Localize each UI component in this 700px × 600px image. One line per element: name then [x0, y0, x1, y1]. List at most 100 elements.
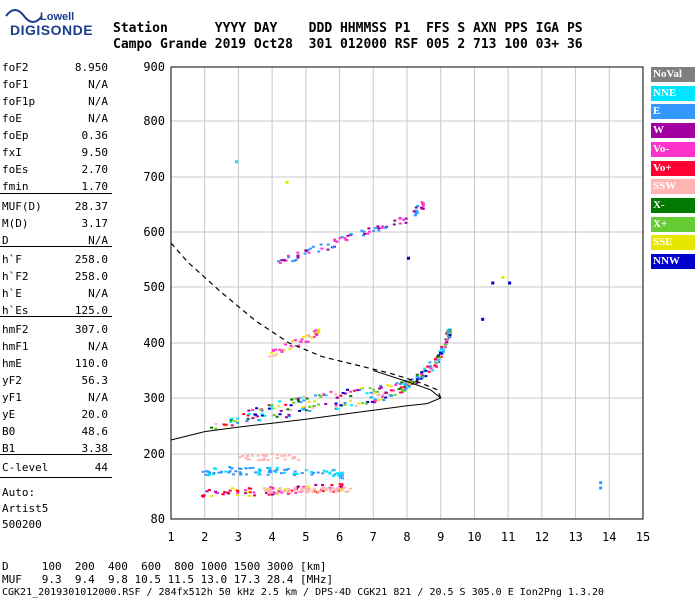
trace-dot: [271, 487, 275, 490]
trace-dot: [338, 237, 342, 240]
trace-dot: [283, 471, 287, 474]
trace-dot: [366, 401, 370, 404]
ssw-dot: [284, 490, 288, 493]
isolated-dot: [285, 180, 289, 184]
trace-dot: [316, 471, 320, 474]
param-value-6: 2.70: [81, 163, 109, 176]
trace-dot: [317, 394, 321, 397]
ssw-dot: [283, 454, 287, 457]
trace-dot: [436, 358, 440, 361]
trace-dot: [448, 331, 452, 334]
ssw-dot: [276, 453, 280, 456]
trace-dot: [400, 381, 404, 384]
y-tick-label: 700: [143, 170, 165, 184]
trace-dot: [338, 474, 342, 477]
trace-dot: [360, 386, 364, 389]
trace-dot: [254, 471, 258, 474]
trace-dot: [275, 353, 279, 356]
trace-dot: [334, 404, 338, 407]
trace-dot: [287, 256, 291, 259]
ssw-dot: [246, 454, 250, 457]
trace-dot: [280, 350, 284, 353]
trace-dot: [286, 492, 290, 495]
trace-dot: [339, 394, 343, 397]
trace-dot: [289, 345, 293, 348]
param-label-9: M(D): [2, 217, 29, 230]
trace-dot: [304, 250, 308, 253]
trace-dot: [413, 214, 417, 217]
trace-dot: [307, 400, 311, 403]
param-label-10: D: [2, 234, 9, 247]
trace-dot: [421, 202, 425, 205]
trace-dot: [213, 467, 217, 470]
trace-dot: [234, 488, 238, 491]
trace-dot: [439, 351, 443, 354]
trace-dot: [300, 408, 304, 411]
trace-dot: [330, 484, 334, 487]
trace-dot: [345, 388, 349, 391]
trace-dot: [321, 483, 325, 486]
trace-dot: [431, 369, 435, 372]
trace-dot: [293, 470, 297, 473]
trace-dot: [367, 227, 371, 230]
trace-dot: [314, 394, 318, 397]
trace-dot: [205, 490, 209, 493]
trace-dot: [390, 394, 394, 397]
trace-dot: [377, 229, 381, 232]
trace-dot: [372, 388, 376, 391]
trace-dot: [433, 364, 437, 367]
trace-dot: [235, 420, 239, 423]
param-value-12: 258.0: [74, 270, 108, 283]
trace-dot: [202, 494, 206, 497]
trace-dot: [341, 477, 345, 480]
trace-dot: [296, 399, 300, 402]
ssw-dot: [261, 453, 265, 456]
trace-dot: [372, 229, 376, 232]
ssw-dot: [326, 487, 330, 490]
trace-dot: [280, 259, 284, 262]
trace-dot: [297, 344, 301, 347]
trace-dot: [253, 494, 257, 497]
trace-dot: [291, 345, 295, 348]
trace-dot: [335, 396, 339, 399]
trace-dot: [284, 416, 288, 419]
param-separator: [0, 454, 112, 455]
trace-dot: [275, 466, 279, 469]
ssw-dot: [343, 486, 347, 489]
trace-dot: [437, 357, 441, 360]
trace-dot: [424, 369, 428, 372]
trace-dot: [319, 395, 323, 398]
param-value-3: N/A: [88, 112, 108, 125]
trace-dot: [305, 397, 309, 400]
trace-dot: [310, 406, 314, 409]
trace-dot: [332, 468, 336, 471]
trace-dot: [420, 371, 424, 374]
trace-dot: [236, 490, 240, 493]
trace-dot: [305, 487, 309, 490]
trace-dot: [345, 239, 349, 242]
trace-dot: [372, 391, 376, 394]
isolated-dot: [599, 481, 603, 485]
trace-dot: [321, 490, 325, 493]
trace-dot: [338, 483, 342, 486]
trace-dot: [292, 259, 296, 262]
trace-dot: [231, 473, 235, 476]
param-label-18: yF2: [2, 374, 22, 387]
trace-dot: [229, 467, 233, 470]
trace-dot: [304, 409, 308, 412]
param-value-5: 9.50: [81, 146, 109, 159]
param-label-7: fmin: [2, 180, 29, 193]
trace-dot: [268, 486, 272, 489]
trace-dot: [335, 472, 339, 475]
trace-dot: [362, 230, 366, 233]
ssw-dot: [256, 454, 260, 457]
ssw-dot: [293, 486, 297, 489]
trace-dot: [258, 469, 262, 472]
trace-dot: [227, 492, 231, 495]
trace-dot: [290, 398, 294, 401]
trace-dot: [291, 340, 295, 343]
param-separator: [0, 316, 112, 317]
param-label-3: foE: [2, 112, 22, 125]
trace-dot: [426, 365, 430, 368]
trace-dot: [381, 395, 385, 398]
